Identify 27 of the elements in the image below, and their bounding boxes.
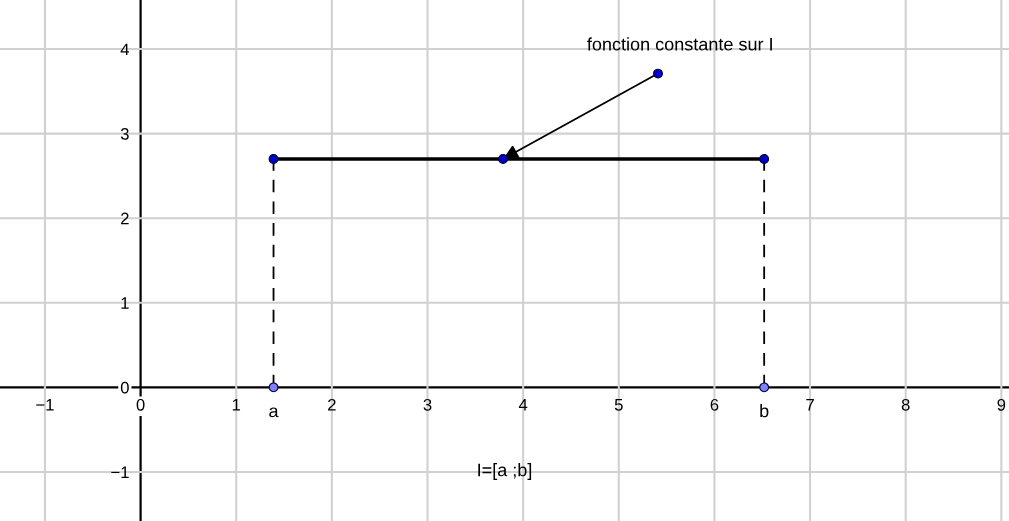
x-tick-label: 6 xyxy=(710,398,719,411)
x-tick-label: 1 xyxy=(232,399,241,411)
point xyxy=(759,382,770,393)
x-tick-label: 2 xyxy=(328,398,336,411)
point xyxy=(759,154,770,164)
point xyxy=(268,154,279,164)
y-tick-label: 3 xyxy=(120,128,129,140)
y-tick-label: 2 xyxy=(121,212,129,225)
annotation: I=[a ;b] xyxy=(478,463,532,480)
y-tick-label: 0 xyxy=(120,381,129,394)
x-tick-label: 7 xyxy=(806,399,814,411)
x-tick-label: 0 xyxy=(136,398,145,411)
point xyxy=(268,382,279,393)
y-tick-label: 1 xyxy=(121,297,129,309)
point xyxy=(498,154,509,164)
x-tick-label: 8 xyxy=(901,398,910,411)
y-tick-label: −1 xyxy=(111,466,129,478)
annotation: b xyxy=(760,404,769,418)
x-tick-label: 9 xyxy=(997,398,1006,411)
x-tick-label: −1 xyxy=(36,399,54,411)
annotation: a xyxy=(269,407,279,418)
annotation: fonction constante sur I xyxy=(587,37,772,51)
x-tick-label: 4 xyxy=(518,399,528,411)
y-tick-label: 4 xyxy=(120,43,129,56)
x-tick-label: 3 xyxy=(423,398,432,411)
x-tick-label: 5 xyxy=(614,399,623,411)
point xyxy=(653,68,663,79)
